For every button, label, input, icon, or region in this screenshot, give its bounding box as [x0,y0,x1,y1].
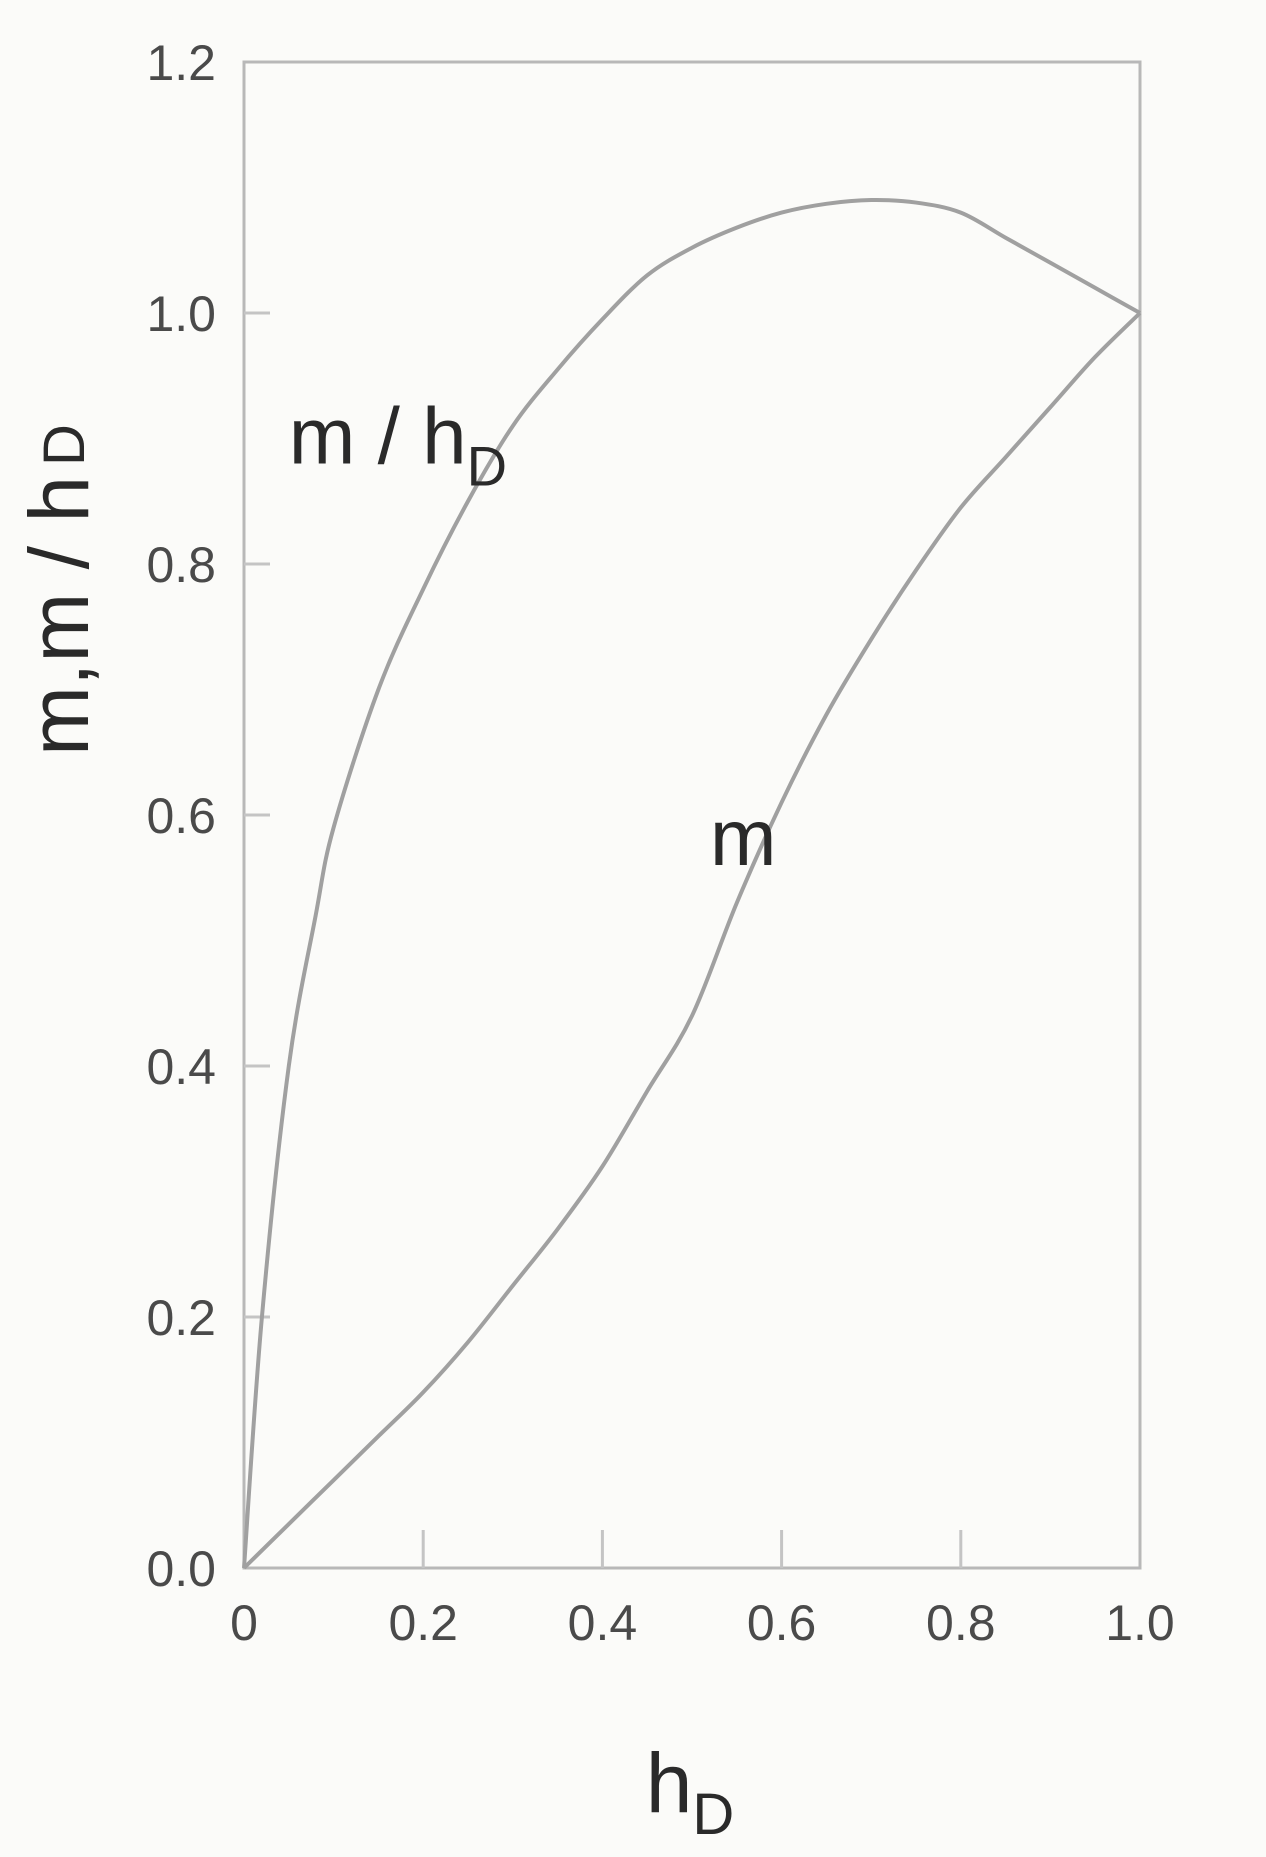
x-tick-label: 0 [230,1595,258,1651]
curve-labels: m / hDm [289,392,777,883]
x-tick-label: 0.8 [926,1595,996,1651]
y-tick-label: 1.2 [146,35,216,91]
y-tick-label: 1.0 [146,286,216,342]
x-axis-title: hD [646,1736,735,1847]
curve-label-main: m / h [289,392,467,481]
curve-label-main: m [710,793,777,882]
y-tick-label: 0.2 [146,1290,216,1346]
y-tick-label: 0.8 [146,537,216,593]
x-axis-title-sub: D [692,1782,734,1847]
x-tick-label: 0.4 [568,1595,638,1651]
y-axis-ticks: 0.0 0.2 0.4 0.6 0.8 1.0 1.2 [146,35,270,1597]
y-tick-label: 0.4 [146,1039,216,1095]
series-m-label: m [710,793,777,882]
x-tick-label: 1.0 [1105,1595,1175,1651]
series-m-over-hd-line [242,198,1141,1569]
y-axis-title-main: m,m / h [12,476,106,756]
x-axis-ticks: 0 0.2 0.4 0.6 0.8 1.0 [230,1530,1175,1651]
y-axis-title: m,m / h D [12,424,106,756]
y-tick-label: 0.6 [146,788,216,844]
series-layer [242,198,1142,1570]
x-tick-label: 0.6 [747,1595,817,1651]
y-tick-label: 0.0 [146,1541,216,1597]
svg-text:hD: hD [646,1736,735,1847]
curve-label-sub: D [467,435,507,498]
series-m-over-hd-label: m / hD [289,392,507,498]
y-axis-title-sub: D [32,424,97,466]
plot-frame [242,60,1142,1570]
series-m-line [242,311,1142,1570]
x-tick-label: 0.2 [388,1595,458,1651]
x-axis-title-main: h [646,1736,693,1830]
svg-text:m,m / hD: m,m / h D [12,424,106,756]
